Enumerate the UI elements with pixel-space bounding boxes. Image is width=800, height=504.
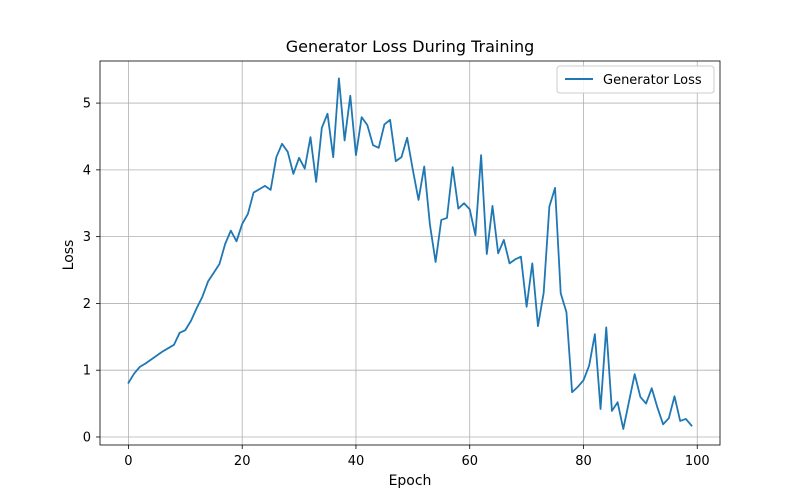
- series-lines: [127, 77, 693, 430]
- y-axis-label: Loss: [61, 240, 77, 271]
- x-axis-ticks: 0 20 40 60 80 100: [124, 445, 710, 469]
- grid-lines: [100, 61, 720, 445]
- x-tick-label: 20: [234, 454, 251, 469]
- y-tick-label: 1: [83, 364, 91, 379]
- x-tick-label: 80: [575, 454, 592, 469]
- x-tick-label: 0: [124, 454, 132, 469]
- legend-box: [556, 65, 715, 94]
- y-tick-label: 2: [83, 297, 91, 312]
- legend: Generator Loss: [556, 65, 715, 94]
- plot-area-frame: [99, 60, 721, 446]
- y-axis-ticks: 0 1 2 3 4 5: [83, 97, 100, 445]
- y-tick-label: 0: [83, 430, 91, 445]
- x-tick-label: 40: [348, 454, 365, 469]
- legend-entry-generator-loss: Generator Loss: [603, 73, 702, 88]
- y-tick-label: 3: [83, 230, 91, 245]
- x-tick-label: 60: [461, 454, 478, 469]
- y-tick-label: 5: [83, 97, 91, 112]
- series-line-generator-loss: [127, 77, 693, 430]
- x-axis-label: Epoch: [389, 473, 432, 489]
- chart-title: Generator Loss During Training: [286, 37, 535, 56]
- x-tick-label: 100: [685, 454, 710, 469]
- y-tick-label: 4: [83, 163, 91, 178]
